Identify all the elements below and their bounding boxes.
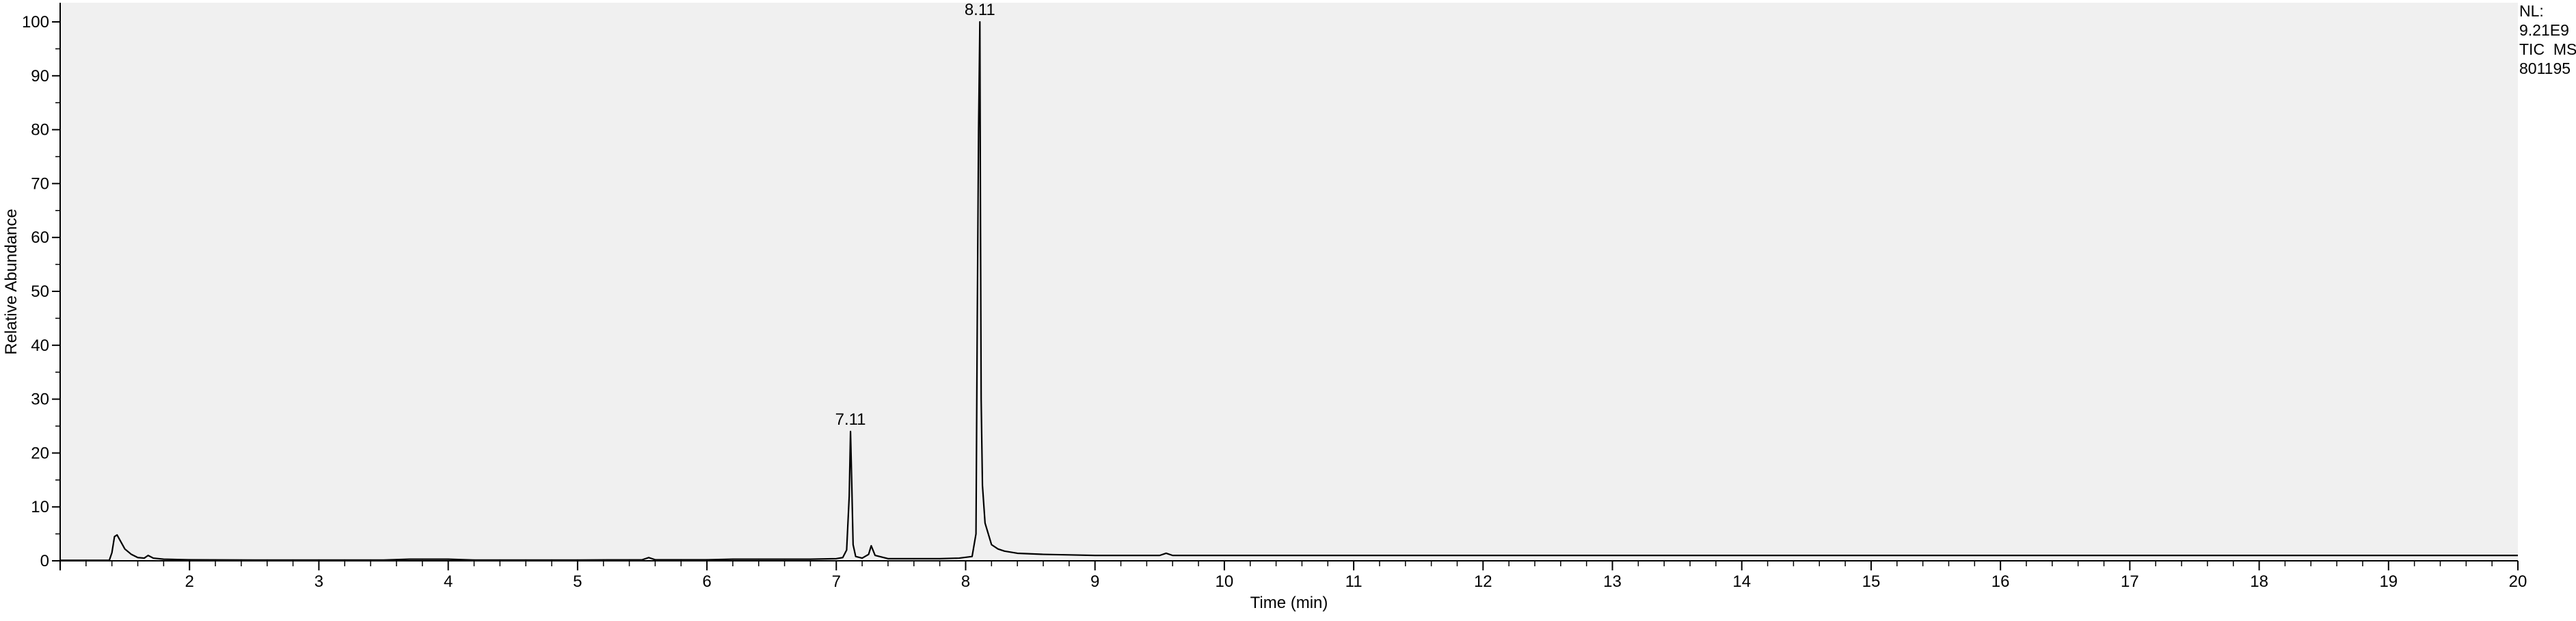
peak-label: 8.11 [965, 1, 995, 19]
series-line-0 [60, 21, 2518, 561]
x-tick-label: 10 [1216, 572, 1234, 591]
y-tick-label: 10 [31, 498, 49, 516]
x-tick-label: 18 [2250, 572, 2268, 591]
x-tick-label: 16 [1991, 572, 2010, 591]
y-tick-label: 20 [31, 444, 49, 462]
x-tick-label: 15 [1862, 572, 1881, 591]
y-tick-label: 60 [31, 228, 49, 247]
x-tick-label: 20 [2509, 572, 2527, 591]
info-line: TIC MS [2519, 40, 2576, 58]
x-tick-label: 6 [702, 572, 711, 591]
x-tick-label: 3 [314, 572, 323, 591]
x-tick-label: 9 [1090, 572, 1099, 591]
x-tick-label: 2 [185, 572, 194, 591]
y-tick-label: 90 [31, 67, 49, 85]
x-tick-label: 4 [444, 572, 453, 591]
y-tick-label: 0 [40, 552, 49, 570]
x-tick-label: 8 [961, 572, 970, 591]
y-tick-label: 50 [31, 282, 49, 301]
info-line: 801195 [2519, 60, 2571, 77]
info-line: 9.21E9 [2519, 21, 2569, 39]
info-line: NL: [2519, 2, 2544, 20]
x-tick-label: 17 [2121, 572, 2139, 591]
x-tick-label: 7 [832, 572, 841, 591]
y-tick-label: 30 [31, 391, 49, 409]
plot-area [60, 3, 2518, 561]
x-tick-label: 13 [1603, 572, 1622, 591]
axes-layer: 0 10 20 30 40 50 60 70 80 90 100 2 3 4 5 6 7 8 9 10 11 12 13 14… [22, 3, 2527, 591]
x-tick-label: 11 [1345, 572, 1363, 591]
y-tick-label: 70 [31, 174, 49, 193]
peak-label: 7.11 [835, 410, 866, 429]
x-axis-title: Time (min) [1250, 594, 1328, 612]
x-tick-label: 14 [1732, 572, 1751, 591]
y-tick-label: 40 [31, 336, 49, 355]
y-axis-title: Relative Abundance [2, 209, 21, 355]
y-tick-label: 80 [31, 121, 49, 140]
marks-layer: 7.11 8.11 [60, 1, 2518, 561]
x-tick-label: 12 [1474, 572, 1492, 591]
x-tick-label: 5 [573, 572, 582, 591]
y-tick-label: 100 [22, 13, 49, 31]
x-tick-label: 19 [2379, 572, 2398, 591]
